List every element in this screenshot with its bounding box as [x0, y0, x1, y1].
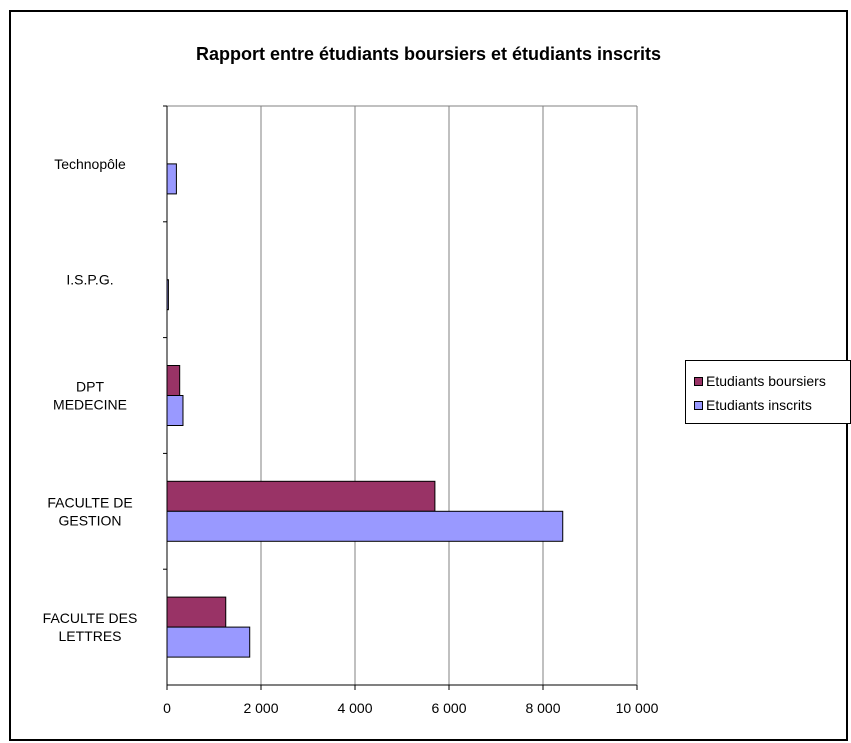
category-label: DPT [76, 379, 104, 395]
legend-item-boursiers: Etudiants boursiers [694, 373, 826, 389]
legend: Etudiants boursiers Etudiants inscrits [685, 360, 851, 424]
category-label: FACULTE DE [47, 494, 132, 510]
legend-swatch-inscrits [694, 400, 703, 410]
chart-title: Rapport entre étudiants boursiers et étu… [195, 44, 662, 64]
bar-inscrits [166, 395, 184, 426]
category-label: MEDECINE [53, 397, 127, 413]
x-tick-label: 10 000 [616, 700, 659, 716]
x-tick-label: 8 000 [525, 700, 560, 716]
bar-inscrits [166, 626, 251, 658]
category-label: Technopôle [54, 156, 126, 172]
legend-label-inscrits: Etudiants inscrits [706, 397, 812, 413]
category-label: FACULTE DES [43, 610, 138, 626]
x-tick-label: 2 000 [243, 700, 278, 716]
legend-item-inscrits: Etudiants inscrits [694, 397, 812, 413]
category-label: I.S.P.G. [66, 272, 113, 288]
x-tick-label: 0 [163, 700, 171, 716]
legend-swatch-boursiers [694, 376, 703, 386]
bar-inscrits [166, 163, 177, 195]
bar-boursiers [166, 480, 436, 512]
category-label: LETTRES [58, 628, 121, 644]
x-tick-label: 6 000 [431, 700, 466, 716]
plot-area [167, 106, 637, 685]
legend-label-boursiers: Etudiants boursiers [706, 373, 826, 389]
x-tick-label: 4 000 [337, 700, 372, 716]
bar-boursiers [166, 596, 227, 628]
bar-boursiers [166, 365, 181, 396]
bar-inscrits [166, 510, 564, 542]
category-label: GESTION [58, 512, 121, 528]
